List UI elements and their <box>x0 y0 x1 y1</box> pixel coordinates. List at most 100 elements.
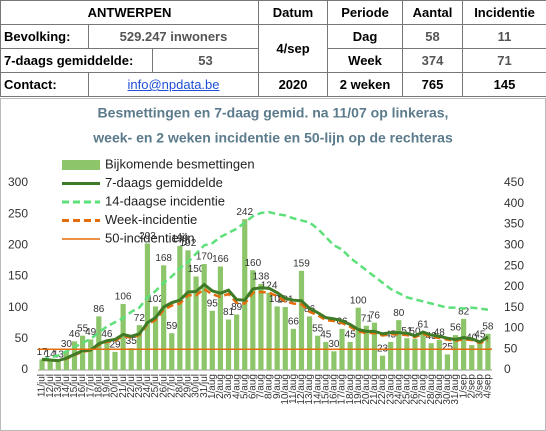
line <box>41 282 489 363</box>
bar <box>136 325 142 370</box>
data-label: 14 <box>45 349 57 360</box>
bar <box>152 306 159 370</box>
x-tick-label: 22/aug <box>377 374 388 405</box>
bar <box>112 351 118 370</box>
data-label: 81 <box>223 307 235 318</box>
data-label: 55 <box>312 323 324 334</box>
data-label: 45 <box>320 330 332 341</box>
y2-tick-label: 400 <box>504 196 524 210</box>
data-label: 46 <box>69 329 81 340</box>
bar <box>379 355 386 370</box>
data-label: 55 <box>77 323 89 334</box>
chart: Besmettingen en 7-daag gemid. na 11/07 o… <box>0 98 546 431</box>
x-tick-label: 14/jul <box>61 374 72 398</box>
bar <box>331 351 337 370</box>
x-tick-label: 16/jul <box>77 374 88 398</box>
bar <box>161 265 167 370</box>
x-tick-label: 26/jul <box>158 374 169 398</box>
data-label: 138 <box>253 272 270 283</box>
x-tick-label: 29/aug <box>434 374 445 405</box>
cell: 2 weken <box>327 72 404 97</box>
bar <box>225 319 232 370</box>
x-tick-label: 28/aug <box>426 374 437 405</box>
data-label: 71 <box>361 313 373 324</box>
x-tick-label: 1/sep <box>458 374 469 399</box>
y2-tick-label: 450 <box>504 175 524 189</box>
bar <box>323 341 329 370</box>
data-label: 159 <box>293 259 310 270</box>
legend-label: Bijkomende besmettingen <box>105 156 255 171</box>
data-label: 242 <box>236 207 253 218</box>
bar <box>428 343 434 370</box>
y-tick-label: 100 <box>8 300 28 314</box>
cell: 374 <box>402 48 464 73</box>
data-label: 192 <box>180 238 197 249</box>
data-label: 168 <box>155 253 172 264</box>
y-tick-label: 50 <box>15 331 29 345</box>
bar <box>469 345 475 370</box>
x-tick-label: 19/aug <box>353 374 364 405</box>
data-label: 124 <box>261 280 278 291</box>
bar <box>315 335 321 370</box>
bar <box>55 361 61 370</box>
bar <box>39 359 45 370</box>
data-label: 72 <box>134 313 146 324</box>
data-label: 46 <box>101 329 113 340</box>
legend-label: 50-incidentielijn <box>105 230 195 245</box>
x-tick-label: 8/aug <box>264 374 275 399</box>
x-tick-label: 6/aug <box>247 374 258 399</box>
x-tick-label: 21/jul <box>118 374 129 398</box>
data-label: 30 <box>61 339 73 350</box>
x-tick-label: 30/aug <box>442 374 453 405</box>
bar <box>128 348 134 370</box>
bar <box>298 270 305 370</box>
x-tick-label: 27/aug <box>418 374 429 405</box>
bar <box>242 219 248 370</box>
info-table: ANTWERPEN Datum Periode Aantal Incidentie Be… <box>0 0 546 97</box>
x-tick-label: 17/jul <box>85 374 96 398</box>
x-tick-label: 11/aug <box>288 374 299 404</box>
data-label: 51 <box>401 326 413 337</box>
x-tick-label: 4/sep <box>483 374 494 399</box>
data-label: 86 <box>93 304 105 315</box>
legend-label: 14-daagse incidentie <box>105 193 225 208</box>
chart-title: Besmettingen en 7-daag gemid. na 11/07 o… <box>98 105 449 121</box>
data-label: 50 <box>409 326 421 337</box>
data-label: 45 <box>345 330 357 341</box>
data-label: 25 <box>442 342 454 353</box>
header-cell: Datum <box>258 0 329 25</box>
bar <box>120 303 126 370</box>
bar <box>306 316 313 370</box>
x-tick-label: 12/aug <box>296 374 307 405</box>
bar <box>436 340 442 370</box>
cell: Dag <box>327 24 404 49</box>
chart-title: week- en 2 weken incidentie en 50-lijn o… <box>92 130 453 146</box>
x-tick-label: 27/jul <box>166 374 177 398</box>
bar <box>209 310 215 370</box>
y-tick-label: 150 <box>8 269 28 283</box>
email-link[interactable]: info@npdata.be <box>127 77 220 92</box>
data-label: 58 <box>482 321 494 332</box>
data-label: 82 <box>458 307 470 318</box>
data-label: 95 <box>207 298 219 309</box>
header-cell: Aantal <box>402 0 464 25</box>
data-label: 61 <box>418 320 430 331</box>
bar <box>412 338 418 370</box>
x-tick-label: 31/aug <box>450 374 461 405</box>
data-label: 59 <box>166 321 178 332</box>
x-tick-label: 14/aug <box>312 374 323 405</box>
bar <box>282 307 288 370</box>
bar <box>79 335 86 370</box>
cell: 7-daags gemiddelde: <box>0 48 153 73</box>
x-tick-label: 21/aug <box>369 374 380 405</box>
x-tick-label: 3/sep <box>474 374 485 399</box>
x-tick-label: 7/aug <box>256 374 267 399</box>
y-tick-label: 200 <box>8 238 28 252</box>
bar <box>355 307 361 370</box>
legend-label: Week-incidentie <box>105 212 197 227</box>
header-cell: Periode <box>327 0 404 25</box>
bar <box>274 306 280 370</box>
y2-tick-label: 100 <box>504 321 524 335</box>
chart-frame <box>0 98 546 431</box>
y2-tick-label: 300 <box>504 238 524 252</box>
